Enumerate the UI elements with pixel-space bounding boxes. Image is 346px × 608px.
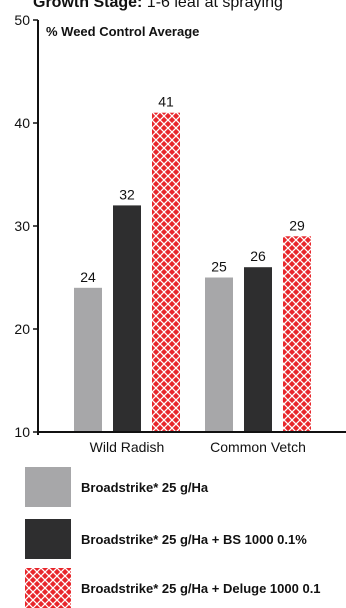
data-labels: 24 32 41 25 26 29 <box>80 94 305 285</box>
legend-swatch-series-2 <box>25 519 71 559</box>
bar-series-1-1 <box>205 277 233 432</box>
y-tick-label: 50 <box>14 12 30 28</box>
data-label-series-3-1: 29 <box>289 217 305 233</box>
y-tick-label: 20 <box>14 321 30 337</box>
y-tick-label: 40 <box>14 115 30 131</box>
data-label-series-3-0: 41 <box>158 94 174 110</box>
growth-stage-text: Growth Stage: 1-6 leaf at spraying <box>33 0 283 11</box>
bar-series-3-0 <box>152 112 180 432</box>
x-category-label: Common Vetch <box>210 439 306 455</box>
x-axis: Wild Radish Common Vetch <box>38 431 346 455</box>
legend-item-series-2: Broadstrike* 25 g/Ha + BS 1000 0.1% <box>25 519 307 559</box>
data-label-series-1-1: 25 <box>211 259 227 275</box>
legend-label-series-2: Broadstrike* 25 g/Ha + BS 1000 0.1% <box>81 531 307 547</box>
bars <box>74 112 311 432</box>
legend-item-series-1: Broadstrike* 25 g/Ha <box>25 467 208 507</box>
bar-series-1-0 <box>74 287 102 432</box>
bar-series-2-0 <box>113 205 141 432</box>
y-tick-label: 30 <box>14 218 30 234</box>
legend-label-series-1: Broadstrike* 25 g/Ha <box>81 479 209 495</box>
y-tick-label: 10 <box>14 424 30 440</box>
legend-item-series-3: Broadstrike* 25 g/Ha + Deluge 1000 0.1 <box>25 568 321 608</box>
x-category-label: Wild Radish <box>90 439 165 455</box>
chart-title: % Weed Control Average <box>46 24 199 39</box>
bar-series-3-1 <box>283 236 311 432</box>
y-axis: 10 20 30 40 50 <box>14 12 39 440</box>
legend-label-series-3: Broadstrike* 25 g/Ha + Deluge 1000 0.1 <box>81 580 321 596</box>
legend-swatch-series-1 <box>25 467 71 507</box>
data-label-series-1-0: 24 <box>80 269 96 285</box>
legend-swatch-series-3 <box>25 568 71 608</box>
data-label-series-2-0: 32 <box>119 186 135 202</box>
data-label-series-2-1: 26 <box>250 248 266 264</box>
bar-series-2-1 <box>244 267 272 432</box>
